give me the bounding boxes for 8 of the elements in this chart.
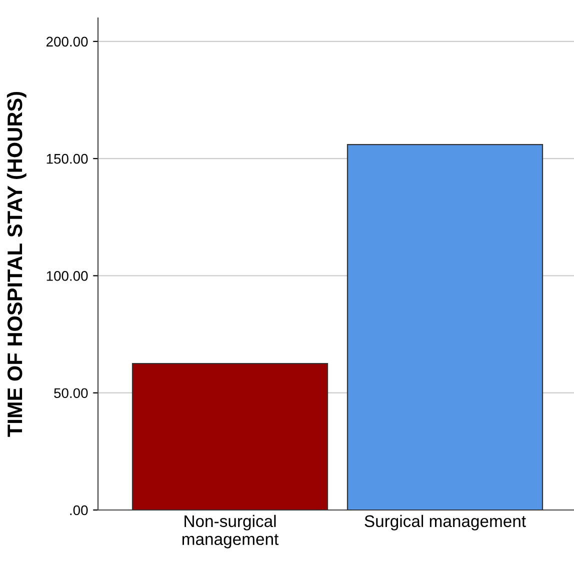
y-tick-label: 200.00 — [46, 36, 88, 47]
y-axis-title: TIME OF HOSPITAL STAY (HOURS) — [6, 92, 26, 437]
y-tick-label: 150.00 — [46, 154, 88, 164]
x-tick-label: Non-surgical management — [182, 514, 279, 548]
y-tick-label: .00 — [70, 505, 88, 516]
y-tick-label: 50.00 — [54, 388, 88, 398]
x-tick-label: Surgical management — [364, 514, 526, 530]
y-tick-label: 100.00 — [46, 271, 88, 281]
